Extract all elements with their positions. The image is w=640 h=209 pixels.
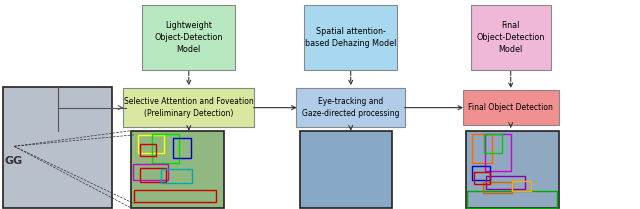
Bar bbox=[486, 176, 525, 189]
FancyBboxPatch shape bbox=[463, 90, 559, 125]
Bar bbox=[300, 131, 392, 208]
Bar bbox=[472, 166, 490, 180]
Bar bbox=[472, 134, 492, 163]
Bar bbox=[133, 164, 168, 180]
Bar bbox=[152, 134, 179, 163]
Text: Eye-tracking and
Gaze-directed processing: Eye-tracking and Gaze-directed processin… bbox=[302, 97, 399, 118]
Text: Final Object Detection: Final Object Detection bbox=[468, 103, 553, 112]
Bar bbox=[467, 191, 557, 208]
Bar bbox=[485, 134, 511, 171]
Bar bbox=[483, 182, 512, 193]
Bar bbox=[3, 87, 112, 208]
FancyBboxPatch shape bbox=[471, 5, 550, 70]
Bar bbox=[484, 134, 502, 153]
Text: Spatial attention-
based Dehazing Model: Spatial attention- based Dehazing Model bbox=[305, 27, 396, 48]
Bar bbox=[161, 169, 192, 183]
FancyBboxPatch shape bbox=[123, 88, 254, 127]
FancyBboxPatch shape bbox=[142, 5, 236, 70]
Bar bbox=[474, 172, 490, 184]
FancyBboxPatch shape bbox=[305, 5, 397, 70]
Text: GG: GG bbox=[5, 156, 23, 166]
Text: Final
Object-Detection
Model: Final Object-Detection Model bbox=[477, 21, 545, 54]
Bar bbox=[138, 135, 164, 153]
Bar bbox=[173, 138, 191, 158]
Bar bbox=[140, 144, 156, 156]
Bar bbox=[140, 168, 166, 182]
Bar bbox=[131, 131, 224, 208]
Bar bbox=[134, 190, 216, 202]
FancyBboxPatch shape bbox=[296, 88, 405, 127]
Bar bbox=[466, 131, 559, 208]
Bar bbox=[512, 181, 531, 191]
Text: Selective Attention and Foveation
(Preliminary Detection): Selective Attention and Foveation (Preli… bbox=[124, 97, 253, 118]
Text: Lightweight
Object-Detection
Model: Lightweight Object-Detection Model bbox=[155, 21, 223, 54]
